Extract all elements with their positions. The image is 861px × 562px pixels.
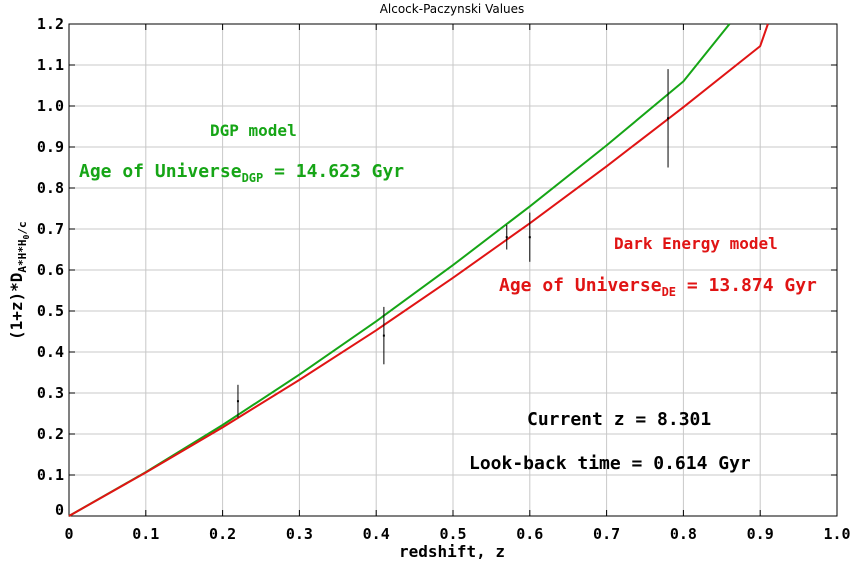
y-axis-label-tail: /c: [16, 221, 29, 234]
y-tick-label: 0.4: [37, 343, 64, 361]
y-tick-label: 0.2: [37, 425, 64, 443]
lookback-time-label: Look-back time = 0.614 Gyr: [469, 453, 751, 474]
y-axis-label: (1+z)*DA*H*H0/c: [7, 221, 31, 340]
x-tick-label: 0.3: [286, 525, 313, 543]
dgp-age-prefix: Age of Universe: [79, 161, 242, 182]
y-axis-label-main: (1+z)*D: [7, 273, 26, 340]
y-tick-label: 0: [55, 501, 64, 519]
chart-title: Alcock-Paczynski Values: [380, 2, 525, 16]
y-tick-label: 0.5: [37, 302, 64, 320]
x-axis-label: redshift, z: [399, 542, 505, 561]
dgp-age-label: Age of UniverseDGP = 14.623 Gyr: [79, 161, 404, 185]
grid-lines: [69, 24, 837, 516]
x-tick-label: 0.8: [670, 525, 697, 543]
y-tick-label: 0.3: [37, 384, 64, 402]
y-tick-label: 1.2: [37, 15, 64, 33]
x-tick-label: 0.2: [209, 525, 236, 543]
x-tick-label: 0.7: [593, 525, 620, 543]
y-tick-label: 1.0: [37, 97, 64, 115]
de-age-suffix: = 13.874 Gyr: [676, 275, 817, 296]
y-tick-label: 1.1: [37, 56, 64, 74]
current-z-label: Current z = 8.301: [527, 409, 711, 430]
x-tick-label: 0.1: [132, 525, 159, 543]
y-axis-ticks: 0 0.1 0.2 0.3 0.4 0.5 0.6 0.7 0.8 0.9 1.0 1.1 1.2: [37, 15, 837, 519]
series-lines: [68, 23, 769, 517]
dgp-age-suffix: = 14.623 Gyr: [263, 161, 404, 182]
series-line: [68, 23, 731, 517]
y-tick-label: 0.6: [37, 261, 64, 279]
y-tick-label: 0.1: [37, 466, 64, 484]
x-axis-ticks: 0 0.1 0.2 0.3 0.4 0.5 0.6 0.7 0.8 0.9 1.0: [64, 24, 851, 543]
y-tick-label: 0.7: [37, 220, 64, 238]
data-point-marker: [667, 117, 670, 120]
data-point-marker: [382, 334, 385, 337]
data-point-marker: [505, 236, 508, 239]
x-tick-label: 0.5: [439, 525, 466, 543]
y-axis-label-sub: A*H*H: [16, 239, 29, 272]
dgp-model-label: DGP model: [210, 121, 297, 140]
de-age-prefix: Age of Universe: [499, 275, 662, 296]
data-point-marker: [528, 236, 531, 239]
x-tick-label: 1.0: [823, 525, 850, 543]
data-point-marker: [236, 400, 239, 403]
data-points: [236, 69, 670, 418]
x-tick-label: 0: [64, 525, 73, 543]
y-tick-label: 0.9: [37, 138, 64, 156]
dgp-age-sub: DGP: [242, 171, 264, 185]
x-tick-label: 0.4: [363, 525, 390, 543]
y-tick-label: 0.8: [37, 179, 64, 197]
de-age-sub: DE: [662, 285, 676, 299]
y-axis-label-sub2: 0: [22, 234, 31, 239]
x-tick-label: 0.6: [516, 525, 543, 543]
series-line: [68, 23, 769, 517]
dark-energy-age-label: Age of UniverseDE = 13.874 Gyr: [499, 275, 817, 299]
dark-energy-model-label: Dark Energy model: [614, 234, 778, 253]
x-tick-label: 0.9: [747, 525, 774, 543]
